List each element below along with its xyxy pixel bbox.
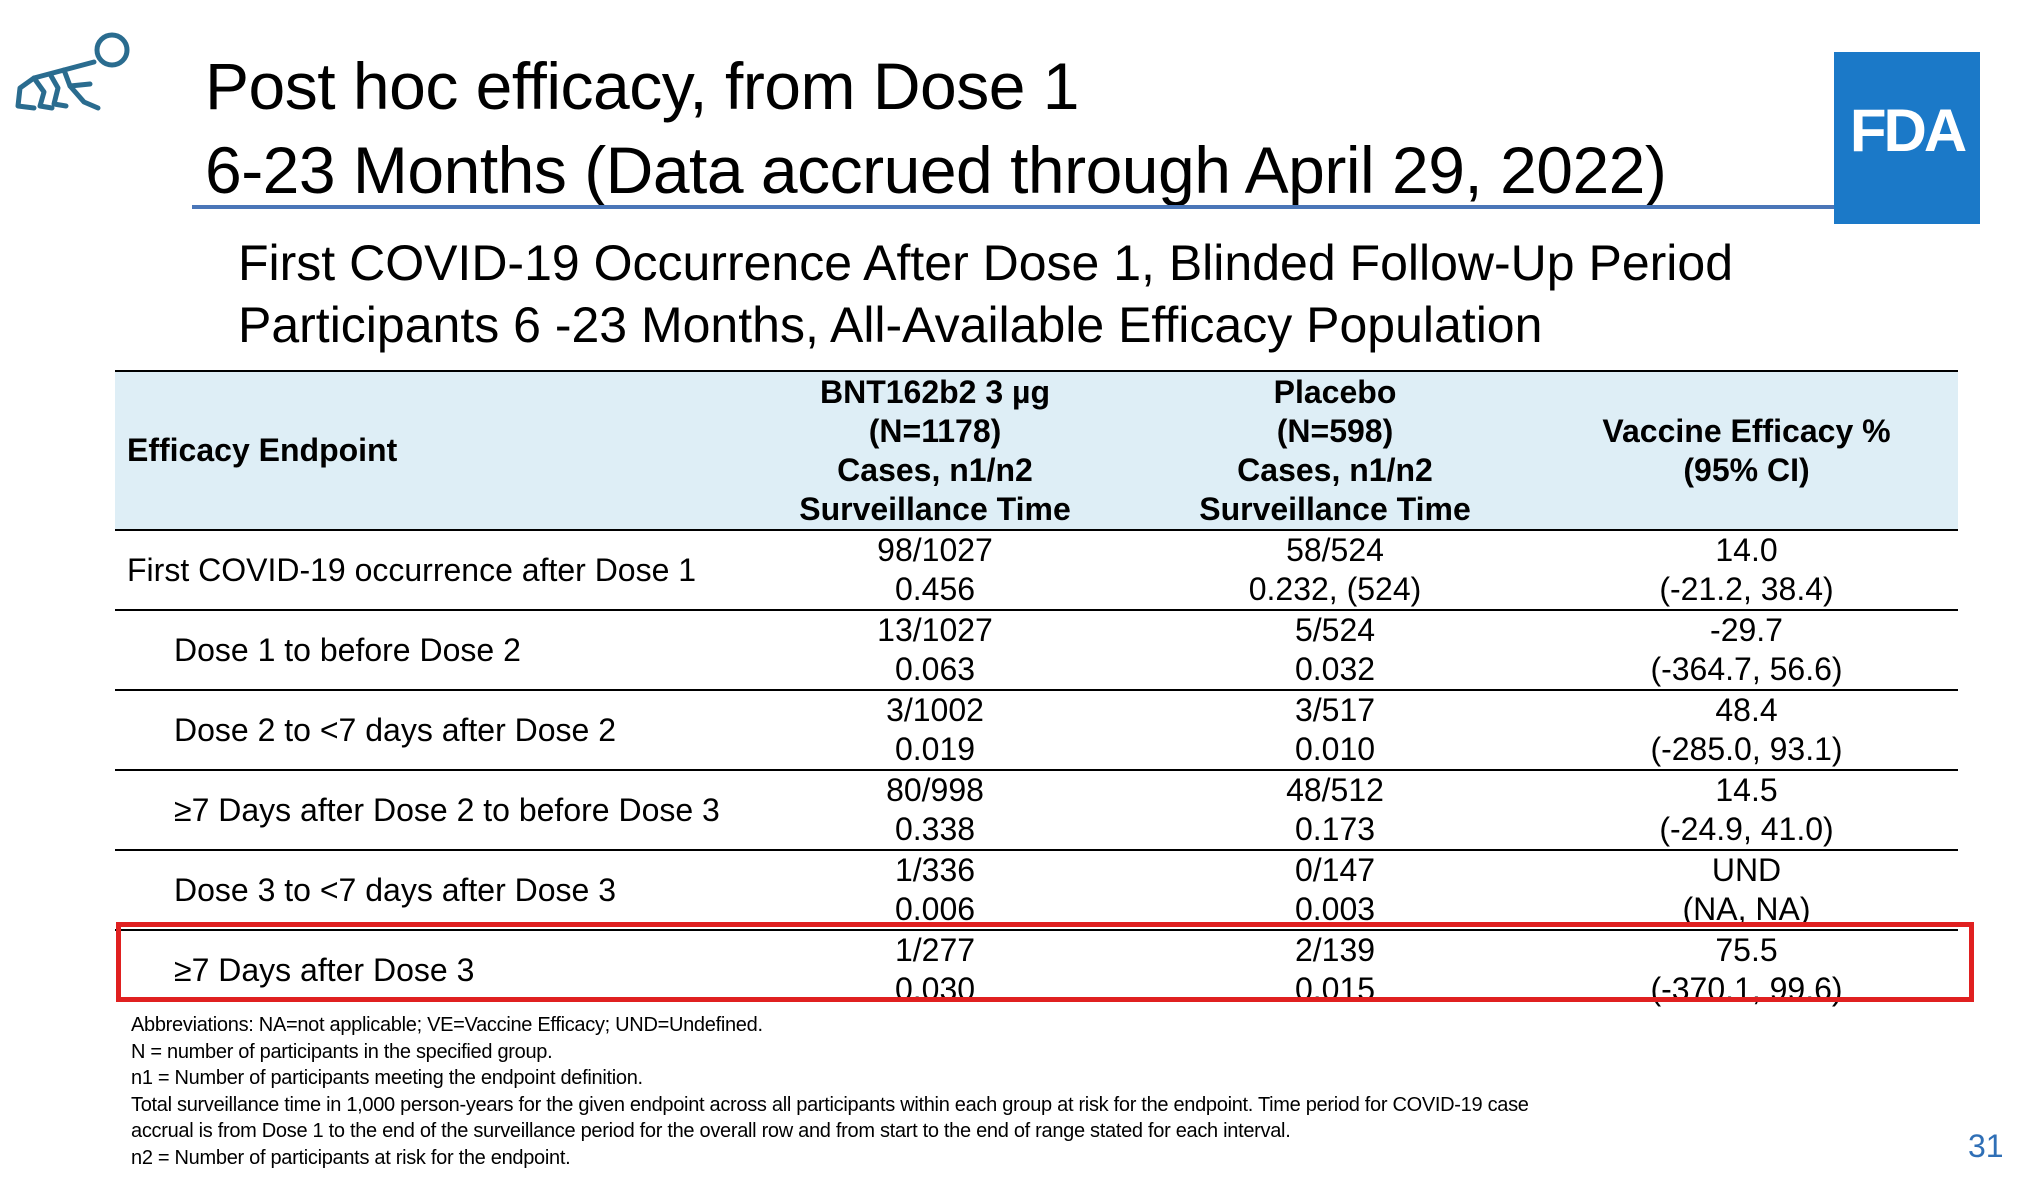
vaccine-surveillance-time: 0.338	[894, 811, 976, 847]
row-efficacy: -29.7 (-364.7, 56.6)	[1535, 610, 1958, 691]
placebo-cases: 5/524	[1294, 612, 1376, 648]
header-efficacy-line: (95% CI)	[1683, 451, 1810, 488]
fda-logo-text: FDA	[1849, 96, 1967, 164]
vaccine-efficacy: -29.7	[1710, 612, 1783, 648]
row-endpoint: ≥7 Days after Dose 3	[174, 951, 475, 988]
header-placebo-line: Placebo	[1273, 373, 1397, 410]
vaccine-efficacy: 75.5	[1715, 932, 1778, 968]
subtitle-line-2: Participants 6 -23 Months, All-Available…	[238, 297, 1543, 353]
row-endpoint: Dose 2 to <7 days after Dose 2	[115, 690, 735, 771]
header-endpoint: Efficacy Endpoint	[115, 370, 735, 531]
vaccine-cases: 1/336	[894, 852, 976, 888]
footnote: n1 = Number of participants meeting the …	[131, 1067, 643, 1089]
header-placebo-line: (N=598)	[1276, 412, 1394, 449]
confidence-interval: (NA, NA)	[1682, 891, 1811, 927]
vaccine-cases: 98/1027	[877, 532, 993, 568]
table-row: ≥7 Days after Dose 2 to before Dose 3 80…	[115, 770, 1958, 851]
footnote: Total surveillance time in 1,000 person-…	[131, 1093, 1529, 1116]
placebo-cases: 0/147	[1294, 852, 1376, 888]
row-placebo: 5/524 0.032	[1135, 610, 1535, 691]
vaccine-cases: 3/1002	[886, 692, 984, 728]
placebo-cases: 2/139	[1294, 932, 1376, 968]
placebo-cases: 3/517	[1294, 692, 1376, 728]
footnotes: Abbreviations: NA=not applicable; VE=Vac…	[131, 1012, 1851, 1171]
header-efficacy: Vaccine Efficacy % (95% CI)	[1535, 370, 1958, 531]
table-header-row: Efficacy Endpoint BNT162b2 3 µg (N=1178)…	[115, 370, 1958, 531]
vaccine-efficacy: UND	[1711, 852, 1782, 888]
placebo-surveillance-time: 0.032	[1294, 651, 1376, 687]
vaccine-cases: 80/998	[886, 772, 984, 808]
footnote: N = number of participants in the specif…	[131, 1040, 553, 1063]
page-number: 31	[1968, 1128, 2004, 1164]
title-line-2: 6-23 Months (Data accrued through April …	[205, 133, 1667, 207]
placebo-surveillance-time: 0.173	[1294, 811, 1376, 847]
row-vaccine: 1/277 0.030	[735, 930, 1135, 1009]
row-vaccine: 98/1027 0.456	[735, 530, 1135, 611]
row-endpoint: Dose 3 to <7 days after Dose 3	[115, 850, 735, 931]
header-vaccine: BNT162b2 3 µg (N=1178) Cases, n1/n2 Surv…	[735, 370, 1135, 531]
placebo-surveillance-time: 0.003	[1294, 891, 1376, 927]
table-row: Dose 1 to before Dose 2 13/1027 0.063 5/5…	[115, 610, 1958, 691]
footnote: accrual is from Dose 1 to the end of the…	[131, 1120, 1291, 1142]
vaccine-efficacy: 14.0	[1715, 532, 1778, 568]
header-placebo-line: Cases, n1/n2	[1237, 451, 1433, 488]
header-efficacy-line: Vaccine Efficacy %	[1602, 412, 1891, 449]
vaccine-surveillance-time: 0.063	[894, 651, 976, 687]
row-placebo: 58/524 0.232, (524)	[1135, 530, 1535, 611]
vaccine-efficacy: 48.4	[1715, 692, 1778, 728]
confidence-interval: (-364.7, 56.6)	[1650, 651, 1843, 687]
row-endpoint: Dose 1 to before Dose 2	[115, 610, 735, 691]
vaccine-surveillance-time: 0.456	[894, 571, 976, 607]
efficacy-table-container: Efficacy Endpoint BNT162b2 3 µg (N=1178)…	[115, 370, 1958, 1009]
row-vaccine: 80/998 0.338	[735, 770, 1135, 851]
placebo-surveillance-time: 0.232, (524)	[1248, 571, 1422, 607]
row-vaccine: 13/1027 0.063	[735, 610, 1135, 691]
footnote: Abbreviations: NA=not applicable; VE=Vac…	[131, 1014, 763, 1036]
footnote: n2 = Number of participants at risk for …	[131, 1146, 571, 1169]
row-efficacy: UND (NA, NA)	[1535, 850, 1958, 931]
row-efficacy: 48.4 (-285.0, 93.1)	[1535, 690, 1958, 771]
vaccine-efficacy: 14.5	[1715, 772, 1778, 808]
confidence-interval: (-21.2, 38.4)	[1659, 571, 1834, 607]
highlight-box	[116, 922, 1974, 1002]
row-efficacy: 14.0 (-21.2, 38.4)	[1535, 530, 1958, 611]
title-divider	[192, 205, 1860, 209]
table-row: Dose 2 to <7 days after Dose 2 3/1002 0.0…	[115, 690, 1958, 771]
title-line-1: Post hoc efficacy, from Dose 1	[205, 49, 1079, 123]
subtitle-line-1: First COVID-19 Occurrence After Dose 1, …	[238, 235, 1733, 291]
row-placebo: 0/147 0.003	[1135, 850, 1535, 931]
vaccine-surveillance-time: 0.019	[894, 731, 976, 767]
header-placebo-line: Surveillance Time	[1199, 490, 1471, 527]
row-vaccine: 3/1002 0.019	[735, 690, 1135, 771]
header-vaccine-line: Surveillance Time	[799, 490, 1071, 527]
vaccine-cases: 1/277	[894, 932, 976, 968]
row-endpoint: First COVID-19 occurrence after Dose 1	[115, 530, 735, 611]
row-vaccine: 1/336 0.006	[735, 850, 1135, 931]
row-efficacy: 14.5 (-24.9, 41.0)	[1535, 770, 1958, 851]
efficacy-table: Efficacy Endpoint BNT162b2 3 µg (N=1178)…	[115, 370, 1958, 1009]
confidence-interval: (-285.0, 93.1)	[1650, 731, 1843, 767]
header-vaccine-line: BNT162b2 3 µg	[819, 373, 1051, 410]
header-vaccine-line: (N=1178)	[868, 412, 1002, 449]
fda-logo: FDA	[1834, 52, 1980, 224]
placebo-cases: 58/524	[1286, 532, 1384, 568]
row-endpoint: ≥7 Days after Dose 2 to before Dose 3	[115, 770, 735, 851]
placebo-cases: 48/512	[1286, 772, 1384, 808]
placebo-surveillance-time: 0.010	[1294, 731, 1376, 767]
crawling-baby-icon	[15, 32, 130, 111]
vaccine-cases: 13/1027	[877, 612, 993, 648]
row-placebo: 48/512 0.173	[1135, 770, 1535, 851]
table-row: Dose 3 to <7 days after Dose 3 1/336 0.00…	[115, 850, 1958, 931]
table-subtitle: First COVID-19 Occurrence After Dose 1, …	[238, 232, 1733, 356]
header-vaccine-line: Cases, n1/n2	[837, 451, 1033, 488]
table-row: First COVID-19 occurrence after Dose 1 9…	[115, 530, 1958, 611]
vaccine-surveillance-time: 0.006	[894, 891, 976, 927]
confidence-interval: (-24.9, 41.0)	[1659, 811, 1834, 847]
header-placebo: Placebo (N=598) Cases, n1/n2 Surveillanc…	[1135, 370, 1535, 531]
page-title: Post hoc efficacy, from Dose 1 6-23 Mont…	[205, 44, 1667, 212]
row-placebo: 3/517 0.010	[1135, 690, 1535, 771]
